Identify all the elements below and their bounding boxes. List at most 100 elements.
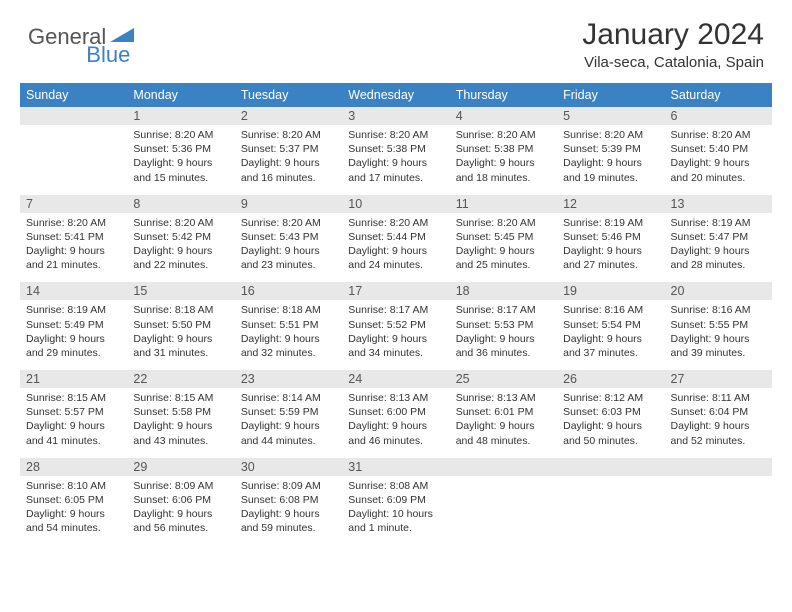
dow-tuesday: Tuesday xyxy=(235,83,342,107)
day-detail-cell: Sunrise: 8:20 AMSunset: 5:40 PMDaylight:… xyxy=(665,125,772,195)
day-number-cell: 7 xyxy=(20,195,127,213)
sunset-text: Sunset: 5:55 PM xyxy=(671,318,766,332)
sunset-text: Sunset: 6:08 PM xyxy=(241,493,336,507)
dow-sunday: Sunday xyxy=(20,83,127,107)
title-block: January 2024 Vila-seca, Catalonia, Spain xyxy=(582,18,764,71)
daylight-text: Daylight: 9 hours and 34 minutes. xyxy=(348,332,443,360)
day-detail-cell: Sunrise: 8:20 AMSunset: 5:38 PMDaylight:… xyxy=(450,125,557,195)
day-detail-cell xyxy=(665,476,772,546)
day-detail-cell: Sunrise: 8:18 AMSunset: 5:50 PMDaylight:… xyxy=(127,300,234,370)
daylight-text: Daylight: 9 hours and 52 minutes. xyxy=(671,419,766,447)
dow-saturday: Saturday xyxy=(665,83,772,107)
daylight-text: Daylight: 9 hours and 36 minutes. xyxy=(456,332,551,360)
sunset-text: Sunset: 5:41 PM xyxy=(26,230,121,244)
day-number-cell: 5 xyxy=(557,107,664,125)
day-number-cell: 11 xyxy=(450,195,557,213)
day-number-cell: 4 xyxy=(450,107,557,125)
dow-monday: Monday xyxy=(127,83,234,107)
day-detail-cell: Sunrise: 8:20 AMSunset: 5:39 PMDaylight:… xyxy=(557,125,664,195)
day-detail-cell: Sunrise: 8:20 AMSunset: 5:43 PMDaylight:… xyxy=(235,213,342,283)
day-number-cell: 28 xyxy=(20,458,127,476)
sunrise-text: Sunrise: 8:20 AM xyxy=(133,216,228,230)
day-detail-row: Sunrise: 8:19 AMSunset: 5:49 PMDaylight:… xyxy=(20,300,772,370)
day-detail-cell: Sunrise: 8:13 AMSunset: 6:01 PMDaylight:… xyxy=(450,388,557,458)
daylight-text: Daylight: 9 hours and 46 minutes. xyxy=(348,419,443,447)
sunset-text: Sunset: 5:54 PM xyxy=(563,318,658,332)
daylight-text: Daylight: 9 hours and 19 minutes. xyxy=(563,156,658,184)
sunset-text: Sunset: 6:01 PM xyxy=(456,405,551,419)
day-detail-cell: Sunrise: 8:15 AMSunset: 5:58 PMDaylight:… xyxy=(127,388,234,458)
daylight-text: Daylight: 9 hours and 59 minutes. xyxy=(241,507,336,535)
sunrise-text: Sunrise: 8:18 AM xyxy=(133,303,228,317)
sunrise-text: Sunrise: 8:20 AM xyxy=(26,216,121,230)
sunset-text: Sunset: 5:38 PM xyxy=(456,142,551,156)
day-detail-cell: Sunrise: 8:20 AMSunset: 5:42 PMDaylight:… xyxy=(127,213,234,283)
sunset-text: Sunset: 5:39 PM xyxy=(563,142,658,156)
logo-text-blue: Blue xyxy=(86,42,130,68)
day-number-cell: 22 xyxy=(127,370,234,388)
day-number-cell: 20 xyxy=(665,282,772,300)
month-title: January 2024 xyxy=(582,18,764,52)
sunrise-text: Sunrise: 8:14 AM xyxy=(241,391,336,405)
daylight-text: Daylight: 9 hours and 15 minutes. xyxy=(133,156,228,184)
sunset-text: Sunset: 5:45 PM xyxy=(456,230,551,244)
day-number-cell: 10 xyxy=(342,195,449,213)
day-number-cell xyxy=(557,458,664,476)
sunset-text: Sunset: 5:44 PM xyxy=(348,230,443,244)
daylight-text: Daylight: 9 hours and 23 minutes. xyxy=(241,244,336,272)
day-number-cell: 16 xyxy=(235,282,342,300)
day-detail-cell: Sunrise: 8:19 AMSunset: 5:46 PMDaylight:… xyxy=(557,213,664,283)
day-number-cell: 30 xyxy=(235,458,342,476)
daylight-text: Daylight: 9 hours and 22 minutes. xyxy=(133,244,228,272)
sunset-text: Sunset: 5:49 PM xyxy=(26,318,121,332)
logo: General Blue xyxy=(28,24,184,50)
sunset-text: Sunset: 6:05 PM xyxy=(26,493,121,507)
day-detail-cell: Sunrise: 8:14 AMSunset: 5:59 PMDaylight:… xyxy=(235,388,342,458)
sunset-text: Sunset: 5:59 PM xyxy=(241,405,336,419)
day-number-cell: 6 xyxy=(665,107,772,125)
sunrise-text: Sunrise: 8:20 AM xyxy=(348,128,443,142)
dow-thursday: Thursday xyxy=(450,83,557,107)
day-detail-cell: Sunrise: 8:09 AMSunset: 6:06 PMDaylight:… xyxy=(127,476,234,546)
sunset-text: Sunset: 5:51 PM xyxy=(241,318,336,332)
sunrise-text: Sunrise: 8:10 AM xyxy=(26,479,121,493)
sunset-text: Sunset: 5:58 PM xyxy=(133,405,228,419)
day-number-cell: 17 xyxy=(342,282,449,300)
day-number-cell: 18 xyxy=(450,282,557,300)
sunset-text: Sunset: 6:03 PM xyxy=(563,405,658,419)
day-number-cell: 27 xyxy=(665,370,772,388)
dow-wednesday: Wednesday xyxy=(342,83,449,107)
sunrise-text: Sunrise: 8:20 AM xyxy=(671,128,766,142)
day-number-row: 28293031 xyxy=(20,458,772,476)
day-detail-cell: Sunrise: 8:20 AMSunset: 5:44 PMDaylight:… xyxy=(342,213,449,283)
sunrise-text: Sunrise: 8:20 AM xyxy=(348,216,443,230)
day-number-cell: 3 xyxy=(342,107,449,125)
sunset-text: Sunset: 5:46 PM xyxy=(563,230,658,244)
header: General Blue January 2024 Vila-seca, Cat… xyxy=(0,0,792,77)
daylight-text: Daylight: 9 hours and 37 minutes. xyxy=(563,332,658,360)
day-detail-cell: Sunrise: 8:16 AMSunset: 5:54 PMDaylight:… xyxy=(557,300,664,370)
day-number-cell: 19 xyxy=(557,282,664,300)
sunset-text: Sunset: 5:40 PM xyxy=(671,142,766,156)
day-number-cell: 1 xyxy=(127,107,234,125)
sunset-text: Sunset: 6:09 PM xyxy=(348,493,443,507)
sunrise-text: Sunrise: 8:20 AM xyxy=(241,128,336,142)
day-detail-row: Sunrise: 8:20 AMSunset: 5:36 PMDaylight:… xyxy=(20,125,772,195)
sunrise-text: Sunrise: 8:20 AM xyxy=(456,128,551,142)
daylight-text: Daylight: 9 hours and 43 minutes. xyxy=(133,419,228,447)
day-detail-cell: Sunrise: 8:19 AMSunset: 5:47 PMDaylight:… xyxy=(665,213,772,283)
daylight-text: Daylight: 9 hours and 31 minutes. xyxy=(133,332,228,360)
daylight-text: Daylight: 9 hours and 41 minutes. xyxy=(26,419,121,447)
day-number-row: 123456 xyxy=(20,107,772,125)
daylight-text: Daylight: 9 hours and 56 minutes. xyxy=(133,507,228,535)
daylight-text: Daylight: 9 hours and 16 minutes. xyxy=(241,156,336,184)
day-number-row: 21222324252627 xyxy=(20,370,772,388)
day-number-cell: 8 xyxy=(127,195,234,213)
day-number-cell: 31 xyxy=(342,458,449,476)
sunset-text: Sunset: 5:42 PM xyxy=(133,230,228,244)
day-number-cell: 24 xyxy=(342,370,449,388)
daylight-text: Daylight: 9 hours and 48 minutes. xyxy=(456,419,551,447)
sunrise-text: Sunrise: 8:20 AM xyxy=(563,128,658,142)
daylight-text: Daylight: 9 hours and 39 minutes. xyxy=(671,332,766,360)
sunset-text: Sunset: 5:52 PM xyxy=(348,318,443,332)
